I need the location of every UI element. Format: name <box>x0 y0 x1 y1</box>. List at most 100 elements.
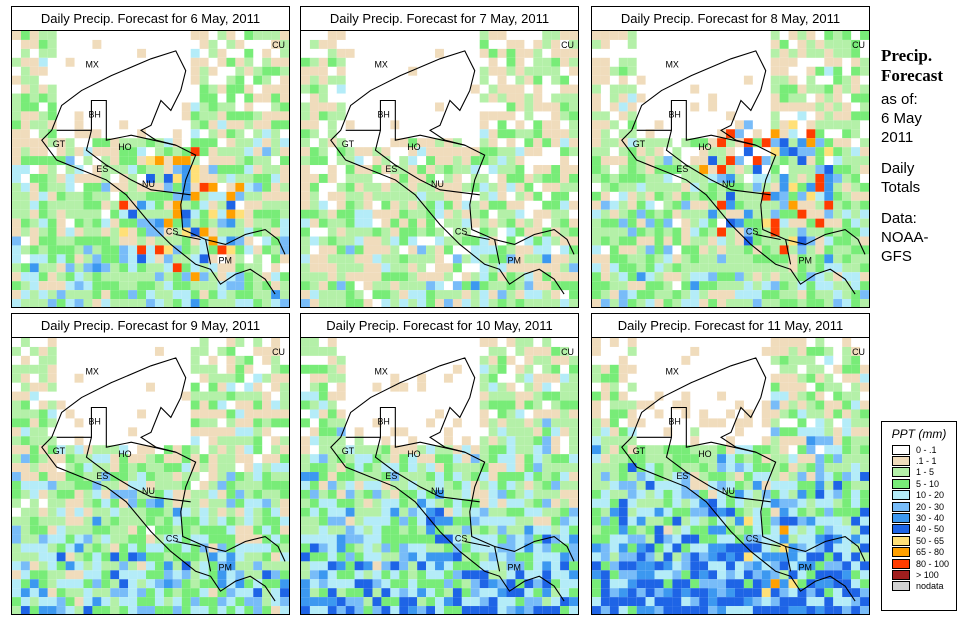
precip-cell <box>92 290 102 300</box>
precip-cell <box>681 400 691 410</box>
precip-cell <box>600 263 610 273</box>
precip-cell <box>479 191 489 201</box>
precip-cell <box>690 588 700 598</box>
precip-cell <box>533 191 543 201</box>
precip-cell <box>301 57 310 67</box>
precip-cell <box>417 543 427 553</box>
precip-cell <box>815 299 825 307</box>
precip-cell <box>479 445 489 455</box>
precip-cell <box>569 147 578 157</box>
precip-cell <box>435 209 444 219</box>
precip-cell <box>533 561 543 571</box>
precip-cell <box>627 129 637 139</box>
precip-cell <box>779 84 789 94</box>
precip-cell <box>327 489 337 499</box>
precip-cell <box>788 391 798 401</box>
precip-cell <box>190 525 200 535</box>
precip-cell <box>788 84 798 94</box>
precip-cell <box>280 156 289 166</box>
precip-cell <box>860 516 869 526</box>
precip-cell <box>533 597 543 607</box>
precip-cell <box>654 227 664 237</box>
precip-cell <box>271 93 281 103</box>
precip-cell <box>690 272 700 282</box>
precip-cell <box>408 552 418 562</box>
precip-cell <box>217 409 227 419</box>
precip-cell <box>488 561 498 571</box>
precip-cell <box>761 272 771 282</box>
precip-cell <box>708 156 718 166</box>
precip-cell <box>327 543 337 553</box>
precip-cell <box>636 156 646 166</box>
precip-cell <box>833 290 843 300</box>
precip-cell <box>851 173 861 183</box>
precip-cell <box>20 57 30 67</box>
precip-cell <box>743 597 753 607</box>
precip-cell <box>235 156 245 166</box>
precip-cell <box>636 182 646 192</box>
precip-cell <box>515 570 525 580</box>
precip-cell <box>560 498 570 508</box>
precip-cell <box>154 218 164 228</box>
precip-cell <box>833 93 843 103</box>
precip-cell <box>533 463 543 473</box>
precip-cell <box>12 200 21 210</box>
precip-cell <box>569 165 578 174</box>
precip-cell <box>717 391 727 401</box>
country-borders <box>56 99 212 265</box>
precip-cell <box>390 480 400 490</box>
precip-cell <box>524 516 534 526</box>
precip-cell <box>262 454 272 464</box>
precip-cell <box>47 436 57 446</box>
precip-cell <box>271 338 281 347</box>
precip-cell <box>654 173 664 183</box>
precip-cell <box>681 191 691 201</box>
precip-cell <box>497 272 507 282</box>
precip-cell <box>488 346 498 356</box>
precip-cell <box>426 579 436 589</box>
precip-cell <box>497 570 507 580</box>
precip-cell <box>226 516 236 526</box>
precip-cell <box>309 93 319 103</box>
precip-cell <box>435 489 444 499</box>
precip-cell <box>761 472 771 481</box>
precip-cell <box>533 75 543 85</box>
precip-cell <box>663 254 673 264</box>
precip-cell <box>515 418 525 428</box>
precip-cell <box>363 507 373 517</box>
precip-cell <box>280 200 289 210</box>
precip-cell <box>235 579 245 589</box>
precip-cell <box>56 147 66 157</box>
precip-cell <box>690 579 700 589</box>
precip-cell <box>208 102 218 112</box>
precip-cell <box>542 200 552 210</box>
precip-cell <box>190 606 200 614</box>
precip-cell <box>851 66 861 76</box>
precip-cell <box>381 498 391 508</box>
precip-cell <box>271 120 281 130</box>
precip-cell <box>354 200 364 210</box>
precip-cell <box>717 561 727 571</box>
precip-cell <box>226 31 236 40</box>
precip-cell <box>497 409 507 419</box>
precip-cell <box>627 480 637 490</box>
precip-cell <box>244 364 254 374</box>
precip-cell <box>860 606 869 614</box>
precip-cell <box>488 516 498 526</box>
precip-cell <box>788 156 798 166</box>
precip-cell <box>128 472 138 481</box>
precip-cell <box>743 236 753 246</box>
precip-cell <box>20 382 30 392</box>
legend-title: PPT (mm) <box>891 427 947 441</box>
precip-cell <box>824 606 834 614</box>
precip-cell <box>336 138 346 148</box>
precip-cell <box>851 480 861 490</box>
precip-cell <box>645 543 655 553</box>
precip-cell <box>271 102 281 112</box>
precip-cell <box>542 480 552 490</box>
precip-cell <box>699 445 709 455</box>
precip-cell <box>717 597 727 607</box>
precip-cell <box>627 472 637 481</box>
precip-cell <box>363 579 373 589</box>
precip-cell <box>146 489 155 499</box>
